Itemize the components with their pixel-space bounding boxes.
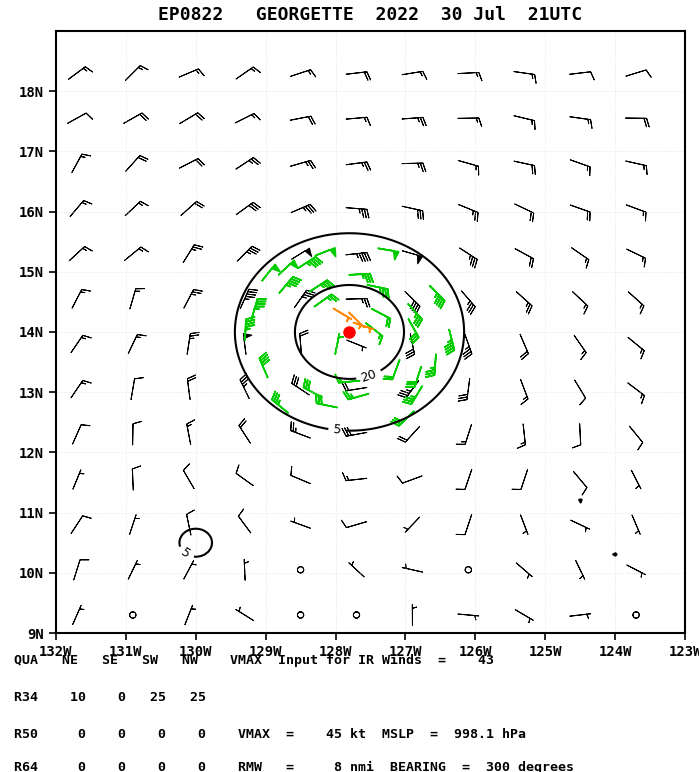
Title: EP0822   GEORGETTE  2022  30 Jul  21UTC: EP0822 GEORGETTE 2022 30 Jul 21UTC (159, 5, 582, 24)
Text: R50     0    0    0    0    VMAX  =    45 kt  MSLP  =  998.1 hPa: R50 0 0 0 0 VMAX = 45 kt MSLP = 998.1 hP… (14, 727, 526, 740)
Text: R64     0    0    0    0    RMW   =     8 nmi  BEARING  =  300 degrees: R64 0 0 0 0 RMW = 8 nmi BEARING = 300 de… (14, 761, 574, 772)
Text: QUA   NE   SE   SW   NW    VMAX  Input for IR Winds  =    43: QUA NE SE SW NW VMAX Input for IR Winds … (14, 654, 494, 667)
Text: R34    10    0   25   25: R34 10 0 25 25 (14, 692, 206, 704)
Text: 5: 5 (178, 546, 192, 561)
Text: 5: 5 (333, 423, 342, 437)
Text: 20: 20 (359, 367, 378, 384)
